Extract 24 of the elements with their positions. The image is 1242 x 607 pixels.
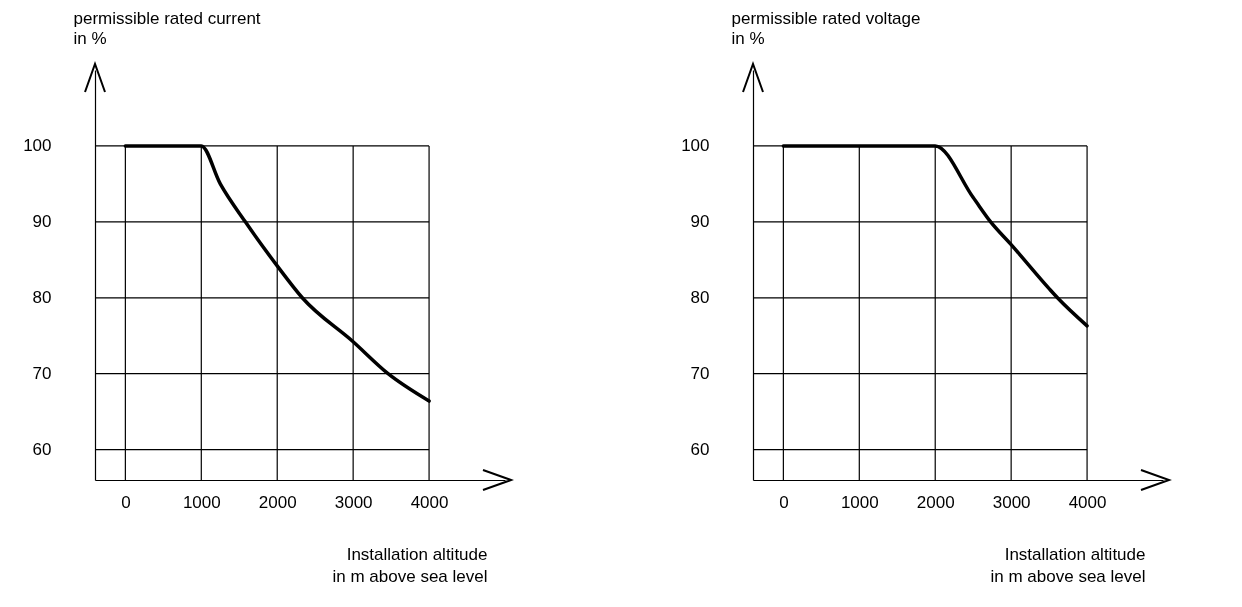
x-axis-title: Installation altitude in m above sea level: [332, 544, 488, 586]
y-axis-title: permissible rated voltage in %: [731, 8, 921, 48]
y-tick-label: 80: [32, 288, 52, 308]
x-tick-label: 2000: [916, 492, 955, 512]
x-axis-title: Installation altitude in m above sea level: [990, 544, 1146, 586]
x-tick-label: 0: [779, 492, 789, 512]
y-axis-title: permissible rated current in %: [73, 8, 261, 48]
x-tick-label: 4000: [1068, 492, 1107, 512]
y-tick-label: 60: [32, 440, 52, 460]
x-tick-label: 4000: [410, 492, 449, 512]
x-tick-label: 1000: [182, 492, 221, 512]
y-tick-label: 60: [690, 440, 710, 460]
y-tick-label: 80: [690, 288, 710, 308]
y-tick-label: 90: [32, 212, 52, 232]
x-tick-label: 0: [121, 492, 131, 512]
y-tick-label: 70: [690, 364, 710, 384]
x-tick-label: 2000: [258, 492, 297, 512]
x-tick-label: 1000: [840, 492, 879, 512]
y-tick-label: 70: [32, 364, 52, 384]
x-tick-label: 3000: [334, 492, 373, 512]
y-tick-label: 100: [23, 136, 52, 156]
x-tick-label: 3000: [992, 492, 1031, 512]
y-tick-label: 90: [690, 212, 710, 232]
y-tick-label: 100: [681, 136, 710, 156]
